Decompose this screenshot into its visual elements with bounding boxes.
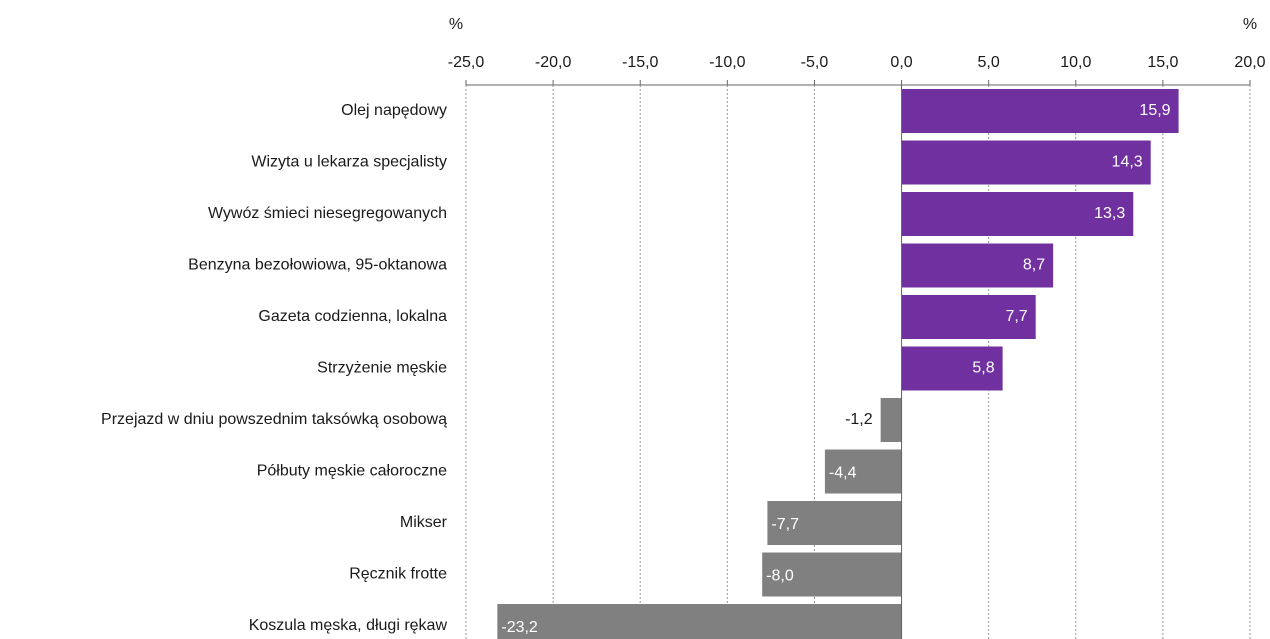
bar [901,140,1151,185]
y-tick-label: Przejazd w dniu powszednim taksówką osob… [101,411,447,428]
value-label: 15,9 [1139,102,1170,119]
x-tick-label: -25,0 [448,54,485,71]
x-tick-label: 5,0 [978,54,1000,71]
bar [901,192,1134,236]
value-label: -23,2 [501,619,538,636]
value-label: 7,7 [1005,308,1027,325]
value-label: 14,3 [1112,154,1143,171]
value-label: 5,8 [972,360,994,377]
y-tick-label: Benzyna bezołowiowa, 95-oktanowa [188,257,447,274]
x-tick-label: 0,0 [890,54,912,71]
bar [901,243,1054,288]
bar [901,89,1179,133]
x-tick-label: -5,0 [801,54,829,71]
x-tick-label: 15,0 [1147,54,1178,71]
value-label: -4,4 [829,465,857,482]
x-tick-label: -15,0 [622,54,659,71]
y-tick-label: Strzyżenie męskie [317,360,447,377]
value-label: 8,7 [1023,257,1045,274]
bar [901,295,1036,339]
bar [901,346,1003,391]
axis-unit-right: % [1243,16,1257,33]
value-label: -8,0 [766,568,794,585]
x-tick-label: -20,0 [535,54,572,71]
y-tick-label: Ręcznik frotte [349,566,447,583]
bar [497,604,902,639]
x-tick-label: -10,0 [709,54,746,71]
bar [880,398,902,442]
value-label: 13,3 [1094,205,1125,222]
y-tick-label: Półbuty męskie całoroczne [257,463,447,480]
bar [767,501,902,545]
axis-unit-left: % [449,16,463,33]
bar [824,449,902,494]
y-tick-label: Olej napędowy [341,102,447,119]
value-label: -7,7 [771,516,799,533]
value-label: -1,2 [845,411,873,428]
y-tick-label: Gazeta codzienna, lokalna [258,308,447,325]
y-tick-label: Koszula męska, długi rękaw [249,617,448,634]
y-tick-label: Mikser [400,514,448,531]
bar [762,552,902,597]
x-tick-label: 20,0 [1234,54,1265,71]
x-tick-label: 10,0 [1060,54,1091,71]
y-tick-label: Wywóz śmieci niesegregowanych [208,205,447,222]
y-tick-label: Wizyta u lekarza specjalisty [251,154,447,171]
